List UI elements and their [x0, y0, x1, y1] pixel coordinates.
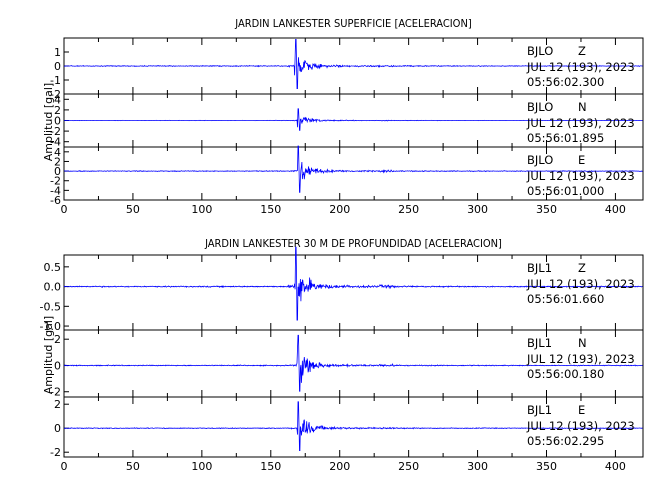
x-tick-label: 50 [126, 460, 140, 473]
y-tick-label: -1.0 [40, 320, 61, 333]
component-label: E [578, 403, 585, 417]
date-label: JUL 12 (193), 2023 [526, 277, 635, 291]
y-tick-label: 0.5 [44, 261, 62, 274]
y-tick-label: 0 [54, 165, 61, 178]
component-label: N [578, 336, 587, 350]
panel-frame [63, 396, 644, 458]
waveform-line [63, 39, 643, 89]
trace-panel: 420-2-4 BJLO N JUL 12 (193), 202305:56:01.8… [50, 93, 644, 149]
component-label: N [578, 100, 587, 114]
component-label: E [578, 153, 585, 167]
x-tick-label: 150 [260, 460, 281, 473]
component-label: Z [578, 44, 586, 58]
y-tick-label: 0 [54, 115, 61, 128]
y-tick-label: -2 [50, 446, 61, 459]
time-label: 05:56:01.895 [527, 131, 604, 145]
date-label: JUL 12 (193), 2023 [526, 60, 635, 74]
waveform-line [63, 401, 643, 451]
station-label: BJLO [527, 44, 553, 58]
y-axis-label: Amplitud [gal] [42, 316, 55, 394]
y-tick-label: -4 [50, 136, 61, 149]
x-tick-label: 250 [398, 460, 419, 473]
trace-panel: 0.5 0.0 -0.5 -1.0 BJL1 Z JUL 12 (193), 202305:… [40, 246, 644, 333]
waveform-line [63, 334, 643, 392]
x-tick-label: 0 [61, 460, 68, 473]
y-tick-label: 0 [54, 422, 61, 435]
x-tick-label: 350 [536, 203, 557, 216]
station-label: BJLO [527, 100, 553, 114]
y-tick-label: -2 [50, 125, 61, 138]
y-axis-label: Amplitud [gal] [42, 83, 55, 161]
y-tick-label: 1 [54, 46, 61, 59]
trace-panel: 420-2-4-6 BJLO E JUL 12 (193), 202305:56:01… [50, 145, 644, 207]
y-tick-label: 4 [54, 93, 61, 106]
x-tick-label: 250 [398, 203, 419, 216]
date-label: JUL 12 (193), 2023 [526, 116, 635, 130]
x-tick-label: 200 [329, 203, 350, 216]
waveform-line [63, 108, 643, 131]
time-label: 05:56:01.660 [527, 292, 604, 306]
y-tick-label: 2 [54, 104, 61, 117]
y-tick-label: 0 [54, 359, 61, 372]
y-tick-label: -6 [50, 194, 61, 207]
y-tick-label: 2 [54, 333, 61, 346]
waveform-line [63, 145, 643, 193]
chart-title: JARDIN LANKESTER SUPERFICIE [ACELERACION… [234, 17, 472, 30]
station-label: BJL1 [527, 336, 552, 350]
x-tick-label: 0 [61, 203, 68, 216]
y-tick-label: 0 [54, 60, 61, 73]
x-tick-label: 100 [191, 460, 212, 473]
y-tick-label: 2 [54, 155, 61, 168]
y-tick-label: -2 [50, 386, 61, 399]
time-label: 05:56:02.300 [527, 75, 604, 89]
date-label: JUL 12 (193), 2023 [526, 419, 635, 433]
trace-panel: 10-1-2 BJLO Z JUL 12 (193), 202305:56:02.30… [50, 37, 644, 101]
time-label: 05:56:01.000 [527, 184, 604, 198]
x-tick-label: 400 [605, 460, 626, 473]
panel-frame [63, 146, 644, 201]
x-tick-label: 300 [467, 460, 488, 473]
y-tick-label: 4 [54, 146, 61, 159]
station-label: BJLO [527, 153, 553, 167]
y-tick-label: 0.0 [44, 281, 62, 294]
x-tick-label: 50 [126, 203, 140, 216]
date-label: JUL 12 (193), 2023 [526, 352, 635, 366]
waveform-line [63, 246, 643, 321]
y-tick-label: -0.5 [40, 300, 61, 313]
y-tick-label: -4 [50, 184, 61, 197]
x-tick-label: 150 [260, 203, 281, 216]
y-tick-label: -1 [50, 74, 61, 87]
y-tick-label: 2 [54, 398, 61, 411]
y-tick-label: -2 [50, 88, 61, 101]
component-label: Z [578, 261, 586, 275]
time-label: 05:56:00.180 [527, 367, 604, 381]
station-label: BJL1 [527, 403, 552, 417]
x-tick-label: 300 [467, 203, 488, 216]
x-tick-label: 350 [536, 460, 557, 473]
y-tick-label: -2 [50, 175, 61, 188]
chart-title: JARDIN LANKESTER 30 M DE PROFUNDIDAD [AC… [204, 237, 502, 250]
x-tick-label: 100 [191, 203, 212, 216]
x-tick-label: 200 [329, 460, 350, 473]
time-label: 05:56:02.295 [527, 434, 604, 448]
date-label: JUL 12 (193), 2023 [526, 169, 635, 183]
x-tick-label: 400 [605, 203, 626, 216]
station-label: BJL1 [527, 261, 552, 275]
